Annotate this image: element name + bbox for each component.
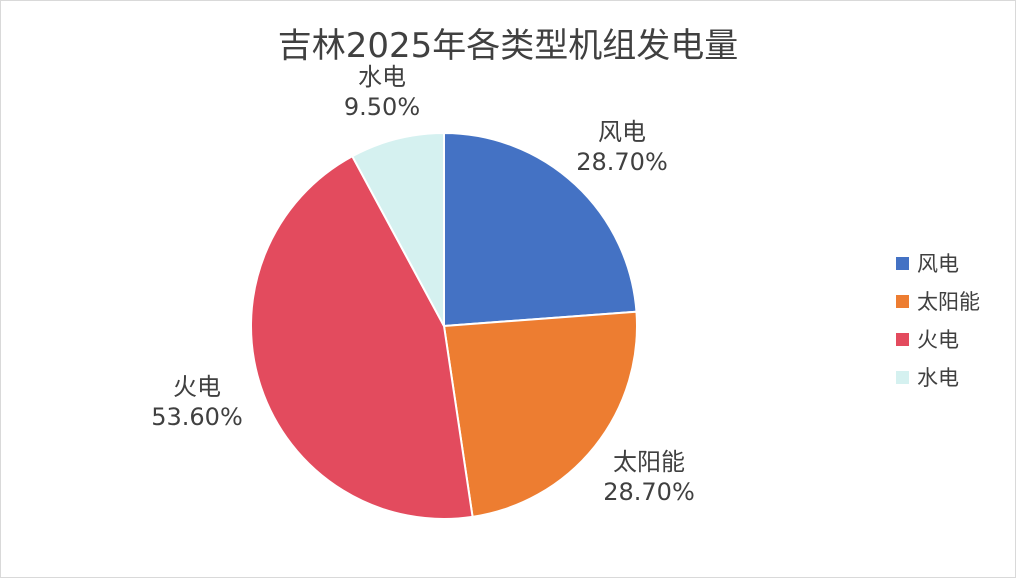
legend-label-hydro: 水电 <box>917 366 959 390</box>
data-label-hydro-value: 9.50% <box>343 93 421 121</box>
legend-item-thermal: 火电 <box>896 320 1006 358</box>
legend-item-hydro: 水电 <box>896 358 1006 396</box>
data-label-wind-value: 28.70% <box>576 148 668 176</box>
legend-swatch-thermal <box>896 332 909 346</box>
data-label-solar-category: 太阳能 <box>612 448 685 476</box>
legend-item-solar: 太阳能 <box>896 282 1006 320</box>
legend-swatch-hydro <box>896 370 909 384</box>
chart-legend: 风电 太阳能 火电 水电 <box>896 244 1006 396</box>
data-label-solar: 太阳能 28.70% <box>603 447 695 507</box>
chart-title: 吉林2025年各类型机组发电量 <box>277 26 739 66</box>
legend-swatch-solar <box>896 294 909 308</box>
legend-label-solar: 太阳能 <box>917 290 980 314</box>
pie-slice-wind <box>443 131 638 328</box>
legend-label-thermal: 火电 <box>917 328 959 352</box>
legend-swatch-wind <box>896 256 909 270</box>
data-label-thermal: 火电 53.60% <box>151 372 243 432</box>
pie-slice-hydro <box>350 131 445 327</box>
data-label-thermal-value: 53.60% <box>151 403 243 431</box>
pie-slice-solar <box>442 310 638 519</box>
data-label-hydro-category: 水电 <box>358 63 406 91</box>
data-label-hydro: 水电 9.50% <box>344 62 420 122</box>
pie-slice-thermal <box>250 154 474 520</box>
data-label-solar-value: 28.70% <box>603 478 695 506</box>
data-label-thermal-category: 火电 <box>172 373 221 401</box>
legend-item-wind: 风电 <box>896 244 1006 282</box>
data-label-wind-category: 风电 <box>597 118 646 146</box>
legend-label-wind: 风电 <box>917 252 959 276</box>
data-label-wind: 风电 28.70% <box>576 117 668 177</box>
